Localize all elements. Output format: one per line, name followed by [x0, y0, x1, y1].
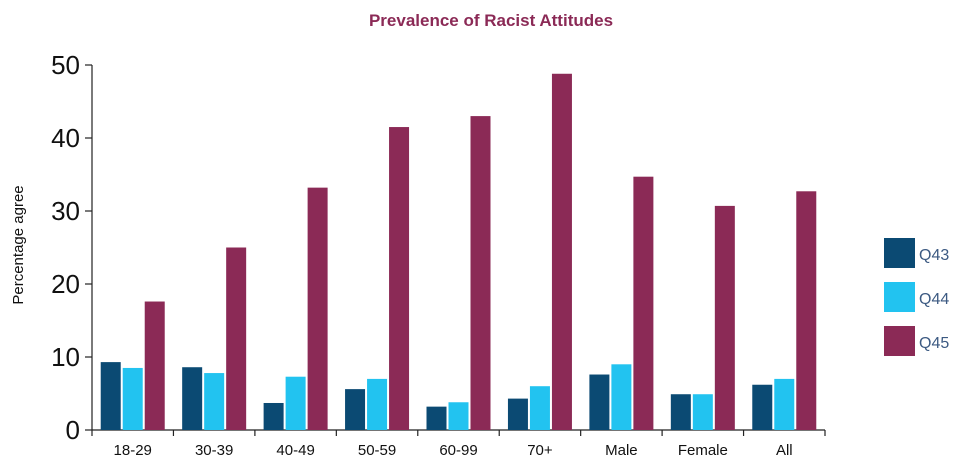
bar-q44-50-59	[367, 378, 388, 430]
y-tick-label: 50	[51, 50, 80, 80]
bar-q44-30-39	[204, 373, 225, 430]
x-tick-label: 70+	[527, 442, 553, 459]
chart-title: Prevalence of Racist Attitudes	[369, 11, 613, 30]
x-tick-label: 40-49	[276, 442, 314, 459]
x-tick-label: 30-39	[195, 442, 233, 459]
bar-q45-18-29	[144, 301, 165, 430]
x-tick-label: 60-99	[439, 442, 477, 459]
y-ticks: 0 10 20 30 40 50	[51, 50, 92, 445]
bar-q43-60-99	[426, 406, 447, 430]
bar-q44-all	[774, 378, 795, 430]
legend-swatch-q43	[884, 238, 915, 268]
bar-q44-60-99	[448, 402, 469, 430]
bar-q45-all	[796, 191, 817, 430]
legend-label-q43: Q43	[919, 247, 949, 264]
bar-q44-70+	[529, 386, 550, 430]
bar-q45-60-99	[470, 116, 491, 430]
bar-q45-male	[633, 176, 654, 430]
y-tick-label: 20	[51, 269, 80, 299]
bar-q45-50-59	[389, 127, 410, 431]
x-tick-label: 18-29	[114, 442, 152, 459]
x-tick-label: Male	[605, 442, 638, 459]
bar-q43-male	[589, 374, 610, 430]
bar-q43-female	[670, 394, 691, 430]
bar-q43-all	[752, 384, 773, 430]
x-tick-label: 50-59	[358, 442, 396, 459]
bar-q43-30-39	[182, 367, 203, 430]
bar-q44-40-49	[285, 376, 306, 430]
legend-label-q45: Q45	[919, 335, 949, 352]
y-tick-label: 10	[51, 342, 80, 372]
y-axis-label: Percentage agree	[10, 185, 27, 304]
legend-swatch-q45	[884, 326, 915, 356]
bar-q43-18-29	[100, 362, 121, 430]
bar-q45-70+	[551, 73, 572, 430]
bar-q43-50-59	[345, 389, 366, 430]
bar-q45-40-49	[307, 187, 328, 430]
legend-label-q44: Q44	[919, 291, 949, 308]
bar-q44-male	[611, 364, 632, 430]
x-tick-label: Female	[678, 442, 728, 459]
y-tick-label: 30	[51, 196, 80, 226]
y-tick-label: 40	[51, 123, 80, 153]
bar-q43-40-49	[263, 402, 284, 430]
legend-swatch-q44	[884, 282, 915, 312]
bar-q43-70+	[507, 398, 528, 430]
legend: Q43 Q44 Q45	[884, 238, 949, 356]
bar-q44-18-29	[122, 367, 143, 430]
y-tick-label: 0	[66, 415, 80, 445]
bar-q45-female	[714, 205, 735, 430]
bar-q44-female	[692, 394, 713, 430]
x-ticks: 18-29 30-39 40-49 50-59 60-99 70+ Male Female Al…	[91, 430, 826, 459]
bar-q45-30-39	[226, 247, 247, 430]
bars	[100, 73, 817, 431]
x-tick-label: All	[776, 442, 793, 459]
